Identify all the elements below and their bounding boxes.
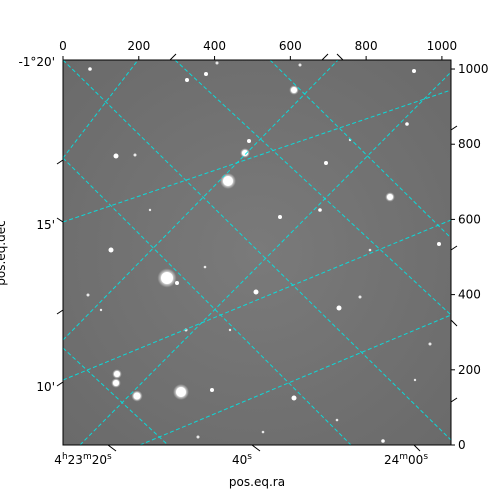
world-tick — [56, 381, 64, 387]
plot-frame — [62, 59, 452, 446]
ra-tick-labels: 4h23m20s 40s 24m00s — [54, 452, 428, 467]
sky-background — [63, 60, 451, 445]
ra-tick-label: 4h23m20s — [54, 452, 112, 467]
dec-tick-label: -1°20' — [18, 55, 55, 69]
star — [387, 194, 393, 200]
grid-line — [269, 60, 451, 239]
x-axis-label: pos.eq.ra — [229, 475, 285, 489]
star — [88, 67, 92, 71]
star — [114, 371, 120, 377]
star — [242, 150, 248, 156]
coordinate-grid — [63, 60, 451, 445]
star — [204, 72, 208, 76]
grid-line — [63, 60, 139, 159]
pixel-x-tick-label: 400 — [203, 39, 226, 53]
world-tick — [107, 444, 117, 452]
world-tick — [336, 53, 344, 61]
pixel-y-tick-label: 200 — [458, 363, 481, 377]
star — [381, 439, 385, 443]
star — [176, 387, 186, 397]
star — [413, 378, 417, 382]
star — [278, 215, 282, 219]
star — [86, 293, 90, 297]
star — [161, 272, 173, 284]
pixel-y-tick-label: 600 — [458, 212, 481, 226]
dec-tick-labels: -1°20' 15' 10' — [18, 55, 55, 394]
grid-line — [63, 89, 451, 223]
star — [148, 208, 152, 212]
sky-image — [63, 56, 451, 445]
dec-tick-label: 10' — [36, 380, 55, 394]
star — [210, 388, 214, 392]
star — [261, 430, 265, 434]
world-tick — [321, 53, 329, 61]
world-tick — [56, 309, 64, 315]
grid-line — [79, 71, 451, 445]
star — [113, 153, 119, 159]
pixel-y-axis: 0 200 400 600 800 1000 — [451, 62, 489, 452]
star — [253, 289, 259, 295]
grid-line — [139, 314, 451, 445]
star — [405, 122, 409, 126]
world-tick — [450, 397, 458, 403]
star — [133, 392, 141, 400]
star — [318, 208, 322, 212]
star — [412, 69, 416, 73]
star — [223, 176, 233, 186]
world-tick-marks — [56, 53, 458, 452]
star — [335, 418, 339, 422]
star — [304, 56, 307, 59]
star — [175, 281, 179, 285]
star — [99, 308, 103, 312]
dec-tick-label: 15' — [36, 218, 55, 232]
grid-line — [63, 60, 339, 341]
star — [203, 265, 207, 269]
grid-line — [63, 219, 451, 381]
world-tick — [450, 125, 458, 131]
star — [358, 295, 362, 299]
star — [196, 435, 200, 439]
star — [133, 153, 137, 157]
pixel-x-tick-label: 200 — [127, 39, 150, 53]
pixel-y-tick-label: 1000 — [458, 62, 489, 76]
world-tick — [56, 159, 64, 165]
world-tick — [450, 319, 458, 327]
star — [291, 87, 297, 93]
pixel-y-tick-label: 0 — [458, 438, 466, 452]
pixel-x-axis: 0 200 400 600 800 1000 — [59, 39, 457, 60]
pixel-y-tick-label: 400 — [458, 288, 481, 302]
grid-line — [174, 60, 451, 316]
world-tick — [450, 245, 458, 251]
ra-tick-label: 24m00s — [384, 452, 428, 467]
star-field — [86, 56, 441, 443]
pixel-x-tick-label: 0 — [59, 39, 67, 53]
star — [437, 242, 441, 246]
pixel-x-tick-label: 600 — [279, 39, 302, 53]
pixel-x-tick-label: 800 — [355, 39, 378, 53]
star — [324, 161, 328, 165]
star — [336, 305, 342, 311]
pixel-y-tick-label: 800 — [458, 137, 481, 151]
star — [247, 139, 251, 143]
star — [228, 328, 232, 332]
star — [368, 248, 372, 252]
world-tick — [413, 444, 421, 452]
world-tick — [169, 53, 177, 61]
star — [428, 342, 432, 346]
star — [215, 61, 219, 65]
star — [108, 247, 114, 253]
star — [291, 395, 297, 401]
world-tick — [251, 444, 261, 452]
star — [185, 78, 189, 82]
star — [298, 63, 302, 67]
star — [113, 380, 119, 386]
ra-tick-label: 40s — [232, 452, 252, 467]
pixel-x-tick-label: 1000 — [427, 39, 458, 53]
grid-line — [63, 347, 169, 445]
y-axis-label: pos.eq.dec — [0, 220, 8, 285]
grid-line — [63, 157, 352, 445]
world-tick — [56, 217, 64, 223]
